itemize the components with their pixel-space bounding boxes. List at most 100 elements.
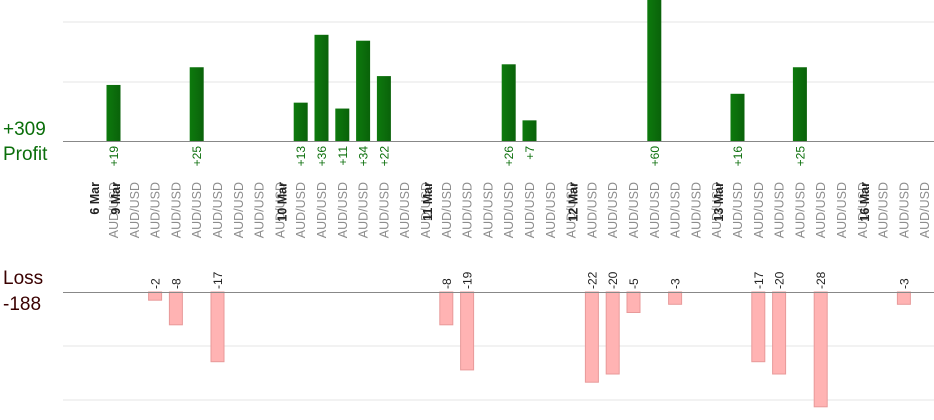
pair-label: AUD/USD (357, 182, 371, 238)
profit-value-label: +7 (523, 146, 537, 160)
profit-value-label: +13 (294, 146, 308, 167)
profit-bar (106, 84, 121, 141)
pair-label: AUD/USD (897, 182, 911, 238)
pair-label: AUD/USD (814, 182, 828, 238)
pair-label: AUD/USD (627, 182, 641, 238)
pair-label: AUD/USD (440, 182, 454, 238)
loss-value-label: -20 (773, 271, 787, 289)
pair-label: AUD/USD (315, 182, 329, 238)
profit-bar (293, 102, 308, 141)
profit-bar (522, 120, 537, 141)
pair-label: AUD/USD (149, 182, 163, 238)
pair-label: AUD/USD (107, 182, 121, 238)
loss-value-label: -17 (211, 271, 225, 289)
loss-value-label: -28 (814, 271, 828, 289)
loss-value-label: -2 (149, 278, 163, 289)
date-label: 6 Mar (88, 182, 102, 215)
pair-label: AUD/USD (253, 182, 267, 238)
profit-value-label: +22 (377, 146, 391, 167)
loss-value-label: -3 (669, 278, 683, 289)
trade-labels: AUD/USD +19 AUD/USD AUD/USD -2 AUD/USD -8 AUD/U… (88, 146, 932, 289)
pair-label: AUD/USD (377, 182, 391, 238)
pair-label: AUD/USD (793, 182, 807, 238)
loss-value-label: -3 (897, 278, 911, 289)
profit-total: +309 (3, 119, 46, 140)
pair-label: AUD/USD (419, 182, 433, 238)
date-label: 11 Mar (421, 182, 435, 221)
profit-value-label: +16 (731, 146, 745, 167)
profit-bar (647, 0, 662, 141)
profit-bar (189, 67, 204, 141)
profit-value-label: +60 (648, 146, 662, 167)
pair-label: AUD/USD (273, 182, 287, 238)
loss-bars (148, 291, 911, 408)
pair-label: AUD/USD (585, 182, 599, 238)
pair-label: AUD/USD (773, 182, 787, 238)
profit-value-label: +19 (107, 146, 121, 167)
pair-label: AUD/USD (211, 182, 225, 238)
profit-value-label: +11 (336, 146, 350, 166)
pair-label: AUD/USD (752, 182, 766, 238)
profit-bar (730, 93, 745, 141)
pair-label: AUD/USD (918, 182, 932, 238)
loss-total: -188 (3, 294, 42, 315)
loss-bar (668, 291, 683, 305)
profit-bar (501, 64, 516, 141)
pair-label: AUD/USD (648, 182, 662, 238)
date-label: 13 Mar (712, 182, 726, 222)
pair-label: AUD/USD (481, 182, 495, 238)
loss-value-label: -22 (585, 271, 599, 289)
profit-bar (356, 40, 371, 142)
loss-value-label: -8 (169, 278, 183, 289)
profit-bar (314, 34, 329, 141)
pair-label: AUD/USD (606, 182, 620, 238)
pair-label: AUD/USD (710, 182, 724, 238)
pair-label: AUD/USD (128, 182, 142, 238)
pair-label: AUD/USD (523, 182, 537, 238)
profit-bar (376, 76, 391, 141)
pair-label: AUD/USD (689, 182, 703, 238)
loss-value-label: -20 (606, 271, 620, 289)
pair-label: AUD/USD (669, 182, 683, 238)
loss-bar (439, 291, 454, 326)
loss-bar (751, 291, 766, 363)
profit-value-label: +25 (190, 146, 204, 167)
loss-bar (148, 291, 163, 301)
loss-bar (584, 291, 599, 383)
loss-value-label: -19 (461, 271, 475, 289)
loss-bar (210, 291, 225, 363)
profit-value-label: +25 (793, 146, 807, 167)
loss-label: Loss (3, 268, 44, 289)
pair-label: AUD/USD (169, 182, 183, 238)
date-label: 16 Mar (858, 182, 872, 222)
grid-lines (63, 21, 934, 401)
loss-bar (460, 291, 475, 371)
pair-label: AUD/USD (731, 182, 745, 238)
loss-bar (896, 291, 911, 305)
date-label: 10 Mar (275, 182, 289, 222)
profit-label: Profit (3, 144, 48, 165)
profit-bars (106, 0, 807, 142)
loss-bar (168, 291, 183, 326)
pair-label: AUD/USD (190, 182, 204, 238)
pair-label: AUD/USD (502, 182, 516, 238)
profit-bar (792, 67, 807, 141)
loss-bar (626, 291, 641, 313)
date-label: 9 Mar (109, 182, 123, 215)
pair-label: AUD/USD (835, 182, 849, 238)
profit-bar (335, 108, 350, 141)
loss-bar (605, 291, 620, 375)
loss-bar (772, 291, 787, 375)
pair-label: AUD/USD (294, 182, 308, 238)
pair-label: AUD/USD (565, 182, 579, 238)
pair-label: AUD/USD (232, 182, 246, 238)
baselines (63, 141, 934, 293)
loss-value-label: -5 (627, 278, 641, 289)
pair-label: AUD/USD (461, 182, 475, 238)
date-label: 12 Mar (567, 182, 581, 222)
loss-value-label: -8 (440, 278, 454, 289)
pair-label: AUD/USD (398, 182, 412, 238)
loss-value-label: -17 (752, 271, 766, 289)
profit-value-label: +34 (357, 146, 371, 167)
